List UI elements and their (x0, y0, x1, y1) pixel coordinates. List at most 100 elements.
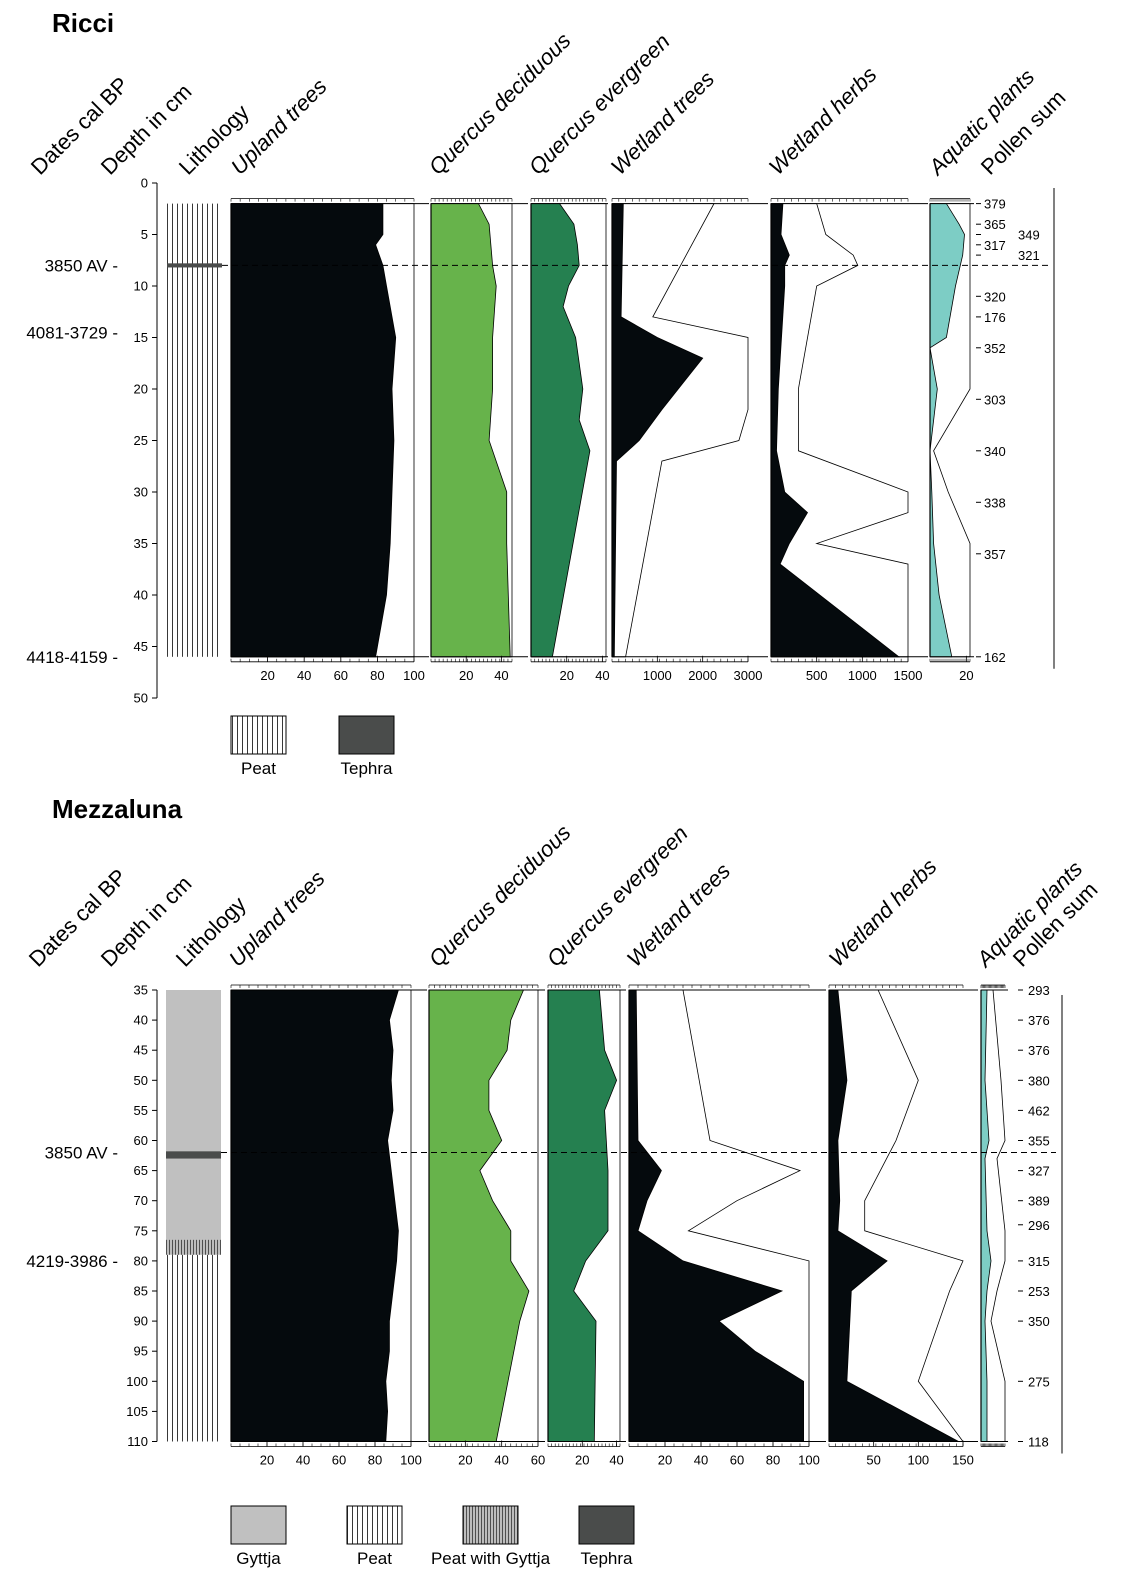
depth-tick-label: 10 (134, 279, 148, 294)
x-tick-label: 40 (595, 668, 609, 683)
panel-upland-trees: 20 40 60 80 100 (230, 984, 427, 1468)
date-label: 4219-3986 - (26, 1252, 118, 1271)
x-tick-label: 80 (766, 1453, 780, 1468)
date-label: 3850 AV - (45, 1144, 118, 1163)
pollen-sum-value: 321 (1018, 248, 1040, 263)
depth-tick-label: 5 (141, 227, 148, 242)
area-series (547, 989, 618, 1442)
x-tick-label: 500 (806, 668, 828, 683)
x-tick-label: 40 (297, 668, 311, 683)
legend-swatch (230, 1505, 287, 1545)
x-tick-label: 20 (260, 1453, 274, 1468)
x-tick-label: 40 (296, 1453, 310, 1468)
depth-tick-label: 0 (141, 176, 148, 191)
x-tick-label: 40 (494, 1453, 508, 1468)
depth-tick-label: 45 (134, 639, 148, 654)
depth-tick-label: 60 (134, 1133, 148, 1148)
x-tick-label: 20 (575, 1453, 589, 1468)
pollen-sum-value: 376 (1028, 1013, 1050, 1028)
pollen-sum-value: 176 (984, 310, 1006, 325)
depth-tick-label: 110 (127, 1434, 148, 1449)
pollen-sum-value: 355 (1028, 1134, 1050, 1149)
x-tick-label: 20 (260, 668, 274, 683)
depth-tick-label: 85 (134, 1284, 148, 1299)
column-header: Wetland herbs (764, 62, 882, 180)
site-title: Ricci (52, 8, 114, 38)
legend-label: Peat (241, 759, 276, 778)
panel-aquatic-plants: 20 (929, 198, 974, 683)
depth-tick-label: 75 (134, 1223, 148, 1238)
lithology-tephra (166, 1151, 221, 1159)
depth-tick-label: 105 (126, 1404, 148, 1419)
lithology-peat (167, 203, 222, 657)
panel-wetland-herbs: 500 1000 1500 (770, 198, 928, 683)
panel-wetland-herbs: 50 100 150 (828, 984, 978, 1468)
x-tick-label: 20 (458, 1453, 472, 1468)
x-tick-label: 100 (798, 1453, 820, 1468)
legend-swatch (462, 1505, 519, 1545)
pollen-sum-value: 162 (984, 650, 1006, 665)
depth-tick-label: 65 (134, 1163, 148, 1178)
column-header: Wetland herbs (824, 854, 942, 972)
panel-wetland-trees: 20 40 60 80 100 (628, 984, 826, 1468)
x-tick-label: 40 (494, 668, 508, 683)
area-series (530, 203, 591, 658)
panel-wetland-trees: 1000 2000 3000 (611, 198, 768, 683)
legend-swatch (578, 1505, 635, 1545)
area-series (628, 989, 804, 1442)
x-tick-label: 20 (959, 668, 973, 683)
date-label: 3850 AV - (45, 256, 118, 275)
x-tick-label: 40 (609, 1453, 623, 1468)
x-tick-label: 20 (658, 1453, 672, 1468)
depth-tick-label: 95 (134, 1344, 148, 1359)
pollen-sum-value: 365 (984, 217, 1006, 232)
pollen-sum-value: 340 (984, 444, 1006, 459)
pollen-sum-value: 315 (1028, 1254, 1050, 1269)
pollen-sum-value: 275 (1028, 1374, 1050, 1389)
pollen-sum-value: 379 (984, 197, 1006, 212)
lithology-gyttja (166, 990, 221, 1249)
depth-tick-label: 80 (134, 1253, 148, 1268)
panel-aquatic-plants (980, 984, 1008, 1447)
panel-upland-trees: 20 40 60 80 100 (230, 198, 429, 683)
x-tick-label: 60 (332, 1453, 346, 1468)
depth-tick-label: 50 (134, 691, 148, 706)
depth-tick-label: 35 (134, 536, 148, 551)
x-tick-label: 100 (907, 1453, 929, 1468)
pollen-sum-value: 352 (984, 341, 1006, 356)
pollen-sum-value: 462 (1028, 1103, 1050, 1118)
pollen-sum-value: 389 (1028, 1194, 1050, 1209)
x-tick-label: 60 (334, 668, 348, 683)
pollen-sum-value: 296 (1028, 1218, 1050, 1233)
x-tick-label: 100 (400, 1453, 422, 1468)
x-tick-label: 50 (866, 1453, 880, 1468)
pollen-sum-value: 118 (1028, 1435, 1049, 1450)
area-series (770, 203, 901, 658)
pollen-sum-value: 303 (984, 392, 1006, 407)
depth-tick-label: 55 (134, 1103, 148, 1118)
x-tick-label: 3000 (734, 668, 763, 683)
legend-swatch (338, 715, 395, 755)
legend-label: Tephra (581, 1549, 634, 1568)
pollen-sum-value: 327 (1028, 1164, 1050, 1179)
depth-tick-label: 35 (134, 983, 148, 998)
pollen-sum-value: 376 (1028, 1043, 1050, 1058)
pollen-sum-value: 357 (984, 547, 1006, 562)
pollen-sum-value: 380 (1028, 1073, 1050, 1088)
x-tick-label: 150 (952, 1453, 974, 1468)
pollen-sum-value: 320 (984, 289, 1006, 304)
panel-quercus-evergreen: 20 40 (530, 198, 610, 683)
date-label: 4081-3729 - (26, 323, 118, 342)
date-label: 4418-4159 - (26, 648, 118, 667)
depth-tick-label: 40 (134, 588, 148, 603)
x-tick-label: 80 (368, 1453, 382, 1468)
site-title: Mezzaluna (52, 794, 183, 824)
x-tick-label: 20 (559, 668, 573, 683)
x-tick-label: 20 (459, 668, 473, 683)
x-tick-label: 1000 (848, 668, 877, 683)
depth-tick-label: 15 (134, 330, 148, 345)
depth-tick-label: 70 (134, 1193, 148, 1208)
legend-label: Gyttja (236, 1549, 281, 1568)
